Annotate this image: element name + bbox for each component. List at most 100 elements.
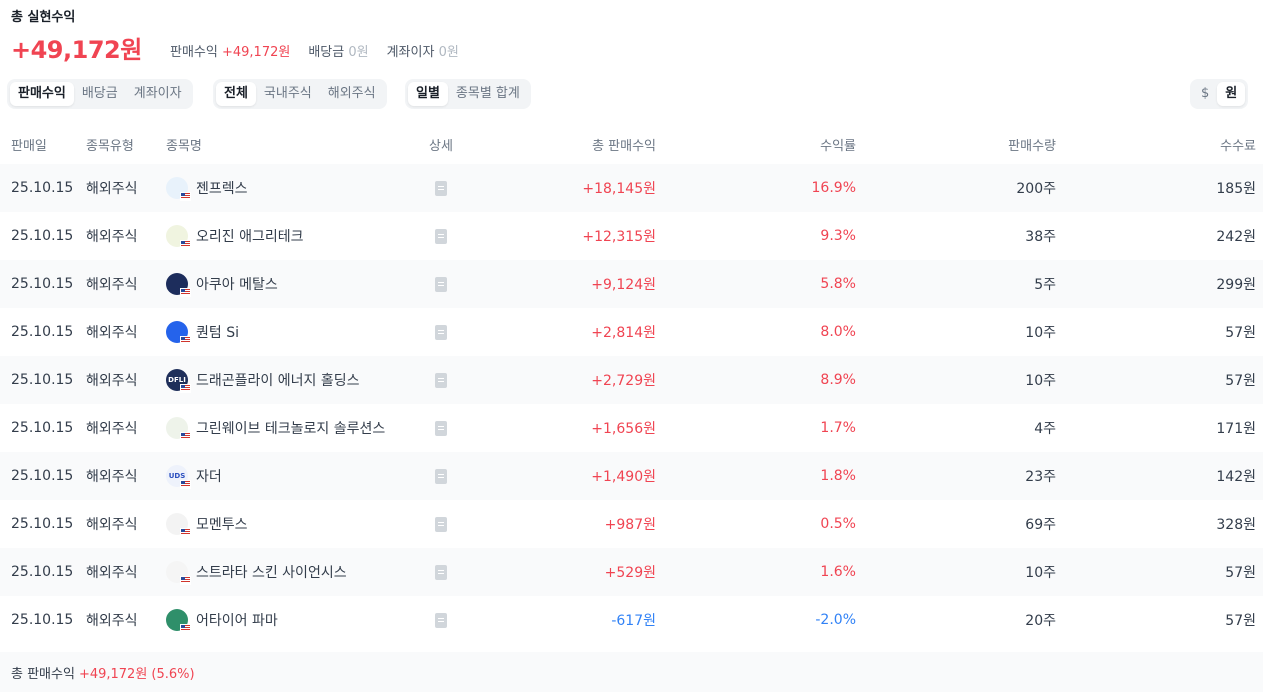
stock-name[interactable]: 스트라타 스킨 사이언시스 xyxy=(196,565,347,581)
sale-date: 25.10.15 xyxy=(11,420,74,436)
stock-name-cell[interactable]: 젠프렉스 xyxy=(166,177,406,201)
sale-date: 25.10.15 xyxy=(11,372,74,388)
document-icon[interactable] xyxy=(435,612,447,628)
stock-name[interactable]: 젠프렉스 xyxy=(196,181,248,197)
fee: 142원 xyxy=(1216,469,1256,485)
stock-name[interactable]: 드래곤플라이 에너지 홀딩스 xyxy=(196,373,360,389)
quantity: 4주 xyxy=(1034,421,1056,437)
asset-type: 해외주식 xyxy=(86,277,138,293)
return-rate: 8.9% xyxy=(820,372,856,388)
return-rate: 5.8% xyxy=(820,276,856,292)
income-type-sales[interactable]: 판매수익 xyxy=(10,82,74,106)
income-type-interest[interactable]: 계좌이자 xyxy=(133,86,182,101)
market-overseas[interactable]: 해외주식 xyxy=(327,86,376,101)
us-flag-icon xyxy=(180,192,191,201)
stock-name-cell[interactable]: 그린웨이브 테크놀로지 솔루션스 xyxy=(166,417,406,441)
stock-name-cell[interactable]: DFLI 드래곤플라이 에너지 홀딩스 xyxy=(166,369,406,393)
stock-name-cell[interactable]: 아쿠아 메탈스 xyxy=(166,273,406,297)
stock-logo-icon xyxy=(166,273,191,297)
market-domestic[interactable]: 국내주식 xyxy=(263,86,312,101)
stock-name[interactable]: 어타이어 파마 xyxy=(196,613,278,629)
document-icon[interactable] xyxy=(435,324,447,340)
us-flag-icon xyxy=(180,432,191,441)
stock-name[interactable]: 자더 xyxy=(196,469,222,485)
us-flag-icon xyxy=(180,624,191,633)
table-row[interactable]: 25.10.15 해외주식 스트라타 스킨 사이언시스 +529원 1.6% 10주 57원 xyxy=(0,548,1263,596)
asset-type: 해외주식 xyxy=(86,565,138,581)
us-flag-icon xyxy=(180,576,191,585)
stock-name[interactable]: 아쿠아 메탈스 xyxy=(196,277,278,293)
table-row[interactable]: 25.10.15 해외주식 아쿠아 메탈스 +9,124원 5.8% 5주 299원 xyxy=(0,260,1263,308)
document-icon[interactable] xyxy=(435,180,447,196)
document-icon[interactable] xyxy=(435,420,447,436)
document-icon[interactable] xyxy=(435,372,447,388)
stock-name[interactable]: 오리진 애그리테크 xyxy=(196,229,304,245)
stock-name-cell[interactable]: UDS 자더 xyxy=(166,465,406,489)
document-icon[interactable] xyxy=(435,276,447,292)
stock-logo-icon xyxy=(166,417,191,441)
document-icon[interactable] xyxy=(435,516,447,532)
stock-logo-icon xyxy=(166,177,191,201)
total-profit: +2,729원 xyxy=(591,373,656,389)
currency-usd[interactable]: $ xyxy=(1201,86,1210,101)
document-icon[interactable] xyxy=(435,564,447,580)
total-realized-amount: +49,172원 xyxy=(11,36,142,64)
table-row[interactable]: 25.10.15 해외주식 어타이어 파마 -617원 -2.0% 20주 57원 xyxy=(0,596,1263,644)
total-profit: +987원 xyxy=(604,517,656,533)
stock-name-cell[interactable]: 스트라타 스킨 사이언시스 xyxy=(166,561,406,585)
return-rate: 0.5% xyxy=(820,516,856,532)
fee: 242원 xyxy=(1216,229,1256,245)
sale-date: 25.10.15 xyxy=(11,228,74,244)
table-row[interactable]: 25.10.15 해외주식 UDS 자더 +1,490원 1.8% 23주 142원 xyxy=(0,452,1263,500)
fee: 328원 xyxy=(1216,517,1256,533)
total-realized-title: 총 실현수익 xyxy=(11,10,76,25)
stock-name[interactable]: 그린웨이브 테크놀로지 솔루션스 xyxy=(196,421,386,437)
asset-type: 해외주식 xyxy=(86,325,138,341)
table-row[interactable]: 25.10.15 해외주식 DFLI 드래곤플라이 에너지 홀딩스 +2,729원 8.9… xyxy=(0,356,1263,404)
fee: 171원 xyxy=(1216,421,1256,437)
sale-date: 25.10.15 xyxy=(11,564,74,580)
fee: 57원 xyxy=(1225,613,1256,629)
detail-cell xyxy=(406,372,476,388)
stock-logo-icon xyxy=(166,225,191,249)
quantity: 200주 xyxy=(1016,181,1056,197)
fee: 299원 xyxy=(1216,277,1256,293)
table-row[interactable]: 25.10.15 해외주식 젠프렉스 +18,145원 16.9% 200주 185원 xyxy=(0,164,1263,212)
market-all[interactable]: 전체 xyxy=(216,82,256,106)
stock-name-cell[interactable]: 모멘투스 xyxy=(166,513,406,537)
document-icon[interactable] xyxy=(435,468,447,484)
grouping-daily[interactable]: 일별 xyxy=(408,82,448,106)
quantity: 38주 xyxy=(1025,229,1056,245)
stock-name-cell[interactable]: 퀀텀 Si xyxy=(166,321,406,345)
col-asset-type: 종목유형 xyxy=(86,138,134,154)
return-rate: 1.7% xyxy=(820,420,856,436)
table-row[interactable]: 25.10.15 해외주식 오리진 애그리테크 +12,315원 9.3% 38주 242원 xyxy=(0,212,1263,260)
total-profit: +9,124원 xyxy=(591,277,656,293)
asset-type: 해외주식 xyxy=(86,613,138,629)
realized-profit-table: 판매일 종목유형 종목명 상세 총 판매수익 수익률 판매수량 수수료 25.1… xyxy=(0,124,1263,644)
document-icon[interactable] xyxy=(435,228,447,244)
quantity: 69주 xyxy=(1025,517,1056,533)
col-fee: 수수료 xyxy=(1220,138,1256,154)
return-rate: -2.0% xyxy=(815,612,856,628)
currency-krw[interactable]: 원 xyxy=(1217,82,1246,106)
asset-type: 해외주식 xyxy=(86,229,138,245)
stock-name[interactable]: 퀀텀 Si xyxy=(196,325,239,341)
total-profit: +529원 xyxy=(604,565,656,581)
fee: 185원 xyxy=(1216,181,1256,197)
grouping-segment: 일별 종목별 합계 xyxy=(405,79,531,109)
col-total-profit: 총 판매수익 xyxy=(592,138,656,154)
table-row[interactable]: 25.10.15 해외주식 퀀텀 Si +2,814원 8.0% 10주 57원 xyxy=(0,308,1263,356)
currency-segment: $ 원 xyxy=(1190,79,1249,109)
stock-name-cell[interactable]: 오리진 애그리테크 xyxy=(166,225,406,249)
grouping-by-stock[interactable]: 종목별 합계 xyxy=(455,86,520,101)
table-row[interactable]: 25.10.15 해외주식 모멘투스 +987원 0.5% 69주 328원 xyxy=(0,500,1263,548)
stock-logo-icon xyxy=(166,561,191,585)
total-profit: +2,814원 xyxy=(591,325,656,341)
detail-cell xyxy=(406,468,476,484)
stock-name-cell[interactable]: 어타이어 파마 xyxy=(166,609,406,633)
stock-name[interactable]: 모멘투스 xyxy=(196,517,248,533)
income-type-dividend[interactable]: 배당금 xyxy=(81,86,118,101)
fee: 57원 xyxy=(1225,565,1256,581)
table-row[interactable]: 25.10.15 해외주식 그린웨이브 테크놀로지 솔루션스 +1,656원 1.7% 4… xyxy=(0,404,1263,452)
